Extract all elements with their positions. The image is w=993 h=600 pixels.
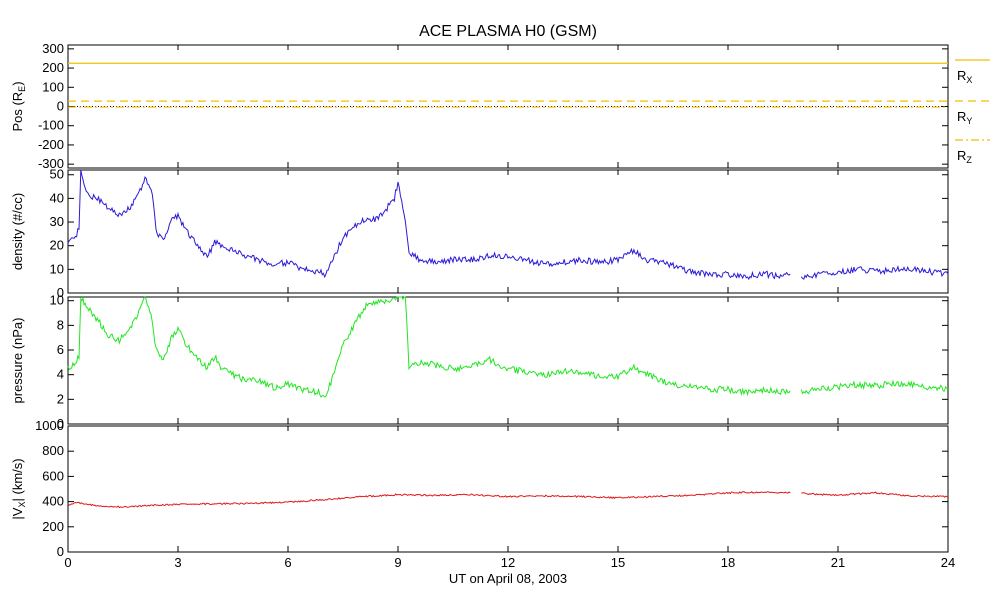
y-tick-label: 800 <box>42 443 64 458</box>
legend-label: RZ <box>957 148 972 165</box>
series-line-1-0 <box>67 169 791 281</box>
panel-2: 0 2 4 6 8 10 pressure (nPa) <box>10 293 949 431</box>
x-tick-label: 12 <box>501 555 515 570</box>
x-tick-label: 21 <box>831 555 845 570</box>
legend-label-main: R <box>957 109 966 124</box>
series-line-3-1 <box>801 491 949 498</box>
y-tick-label: 4 <box>57 367 64 382</box>
legend-label: RY <box>957 109 972 126</box>
y-tick-label: -100 <box>38 118 64 133</box>
x-axis-label: UT on April 08, 2003 <box>449 571 567 586</box>
x-tick-label: 3 <box>174 555 181 570</box>
x-tick-label: 6 <box>284 555 291 570</box>
series-line-1-1 <box>800 265 949 280</box>
y-tick-label: 300 <box>42 41 64 56</box>
x-tick-label: 9 <box>394 555 401 570</box>
y-tick-label: 0 <box>57 285 64 300</box>
y-axis-label-sub: X <box>17 502 27 508</box>
legend-label-sub: Z <box>966 155 972 165</box>
y-tick-label: -200 <box>38 137 64 152</box>
y-tick-label: 100 <box>42 79 64 94</box>
panel-3: 0 200 400 600 800 1000 |VX| (km/s) <box>10 418 949 559</box>
x-tick-label: 0 <box>64 555 71 570</box>
x-tick-label: 18 <box>721 555 735 570</box>
x-tick-label: 15 <box>611 555 625 570</box>
y-axis-label-close: ) <box>10 81 25 85</box>
y-tick-label: 10 <box>50 261 64 276</box>
panel-frame <box>67 425 949 553</box>
y-axis-label-sub: E <box>17 86 27 92</box>
x-tick-label: 24 <box>941 555 955 570</box>
y-tick-label: 2 <box>57 391 64 406</box>
y-tick-label: 600 <box>42 468 64 483</box>
y-tick-label: 200 <box>42 519 64 534</box>
y-axis-label-main: density (#/cc) <box>10 193 25 270</box>
y-tick-label: -300 <box>38 156 64 171</box>
y-axis-label: Pos (RE) <box>10 81 27 131</box>
y-tick-label: 400 <box>42 494 64 509</box>
y-tick-label: 0 <box>57 544 64 559</box>
legend-label-main: R <box>957 68 966 83</box>
y-tick-label: 30 <box>50 214 64 229</box>
legend-label: RX <box>957 68 972 85</box>
y-axis-label-close: | (km/s) <box>10 458 25 501</box>
y-tick-label: 0 <box>57 99 64 114</box>
y-tick-label: 10 <box>50 293 64 308</box>
y-tick-label: 50 <box>50 167 64 182</box>
panel-frame <box>67 169 949 294</box>
y-tick-label: 1000 <box>35 418 64 433</box>
panel-1: 0 10 20 30 40 50 density (#/cc) <box>10 167 949 300</box>
series-line-2-0 <box>67 296 791 398</box>
legend-label-main: R <box>957 148 966 163</box>
y-tick-label: 0 <box>57 416 64 431</box>
y-tick-label: 40 <box>50 190 64 205</box>
chart-title: ACE PLASMA H0 (GSM) <box>419 23 597 40</box>
y-axis-label-main: |V <box>10 507 25 519</box>
y-tick-label: 8 <box>57 317 64 332</box>
series-line-2-1 <box>800 379 949 395</box>
y-tick-label: 6 <box>57 342 64 357</box>
legend-label-sub: X <box>966 75 972 85</box>
series-line-3-0 <box>67 490 791 509</box>
y-axis-label: density (#/cc) <box>10 193 25 270</box>
y-tick-label: 20 <box>50 238 64 253</box>
y-axis-label-main: pressure (nPa) <box>10 318 25 404</box>
legend-label-sub: Y <box>966 116 972 126</box>
y-axis-label: pressure (nPa) <box>10 318 25 404</box>
y-tick-label: 200 <box>42 60 64 75</box>
y-axis-label: |VX| (km/s) <box>10 458 27 519</box>
y-axis-label-main: Pos (R <box>10 92 25 132</box>
